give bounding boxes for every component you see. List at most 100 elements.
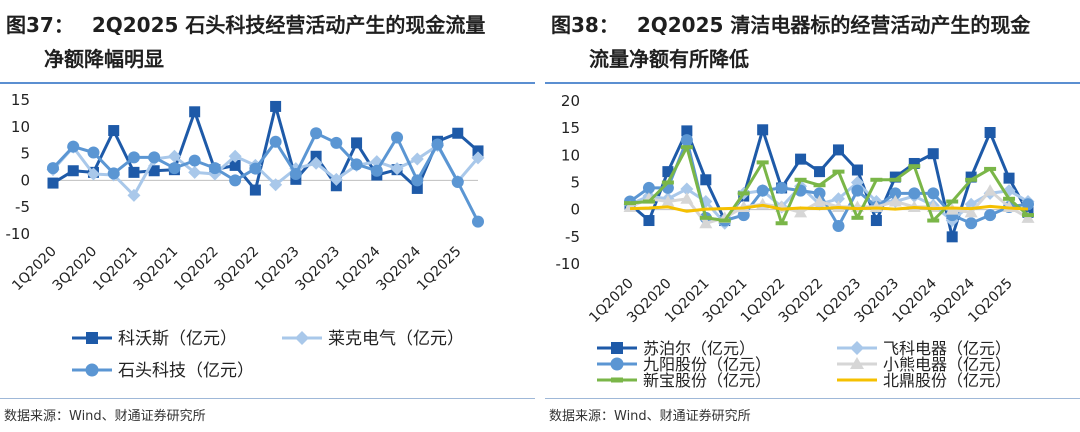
right-series-2-point	[756, 184, 769, 197]
right-series-4-point	[889, 177, 902, 182]
right-series-3-point	[699, 216, 713, 229]
right-series-2-point	[775, 181, 788, 194]
right-series-4-point	[908, 164, 921, 169]
left-line-chart: 151050-5-101Q20203Q20201Q20213Q20211Q202…	[6, 91, 485, 381]
right-series-0-point	[908, 157, 920, 169]
left-series-0-point	[229, 159, 241, 171]
right-series-0-point	[965, 171, 977, 183]
right-legend-label-3: 小熊电器（亿元）	[883, 355, 1011, 374]
left-series-1-point	[86, 167, 100, 181]
right-series-3-point	[964, 205, 978, 218]
right-series-4-point	[927, 218, 940, 223]
left-y-tick-label: 10	[11, 118, 30, 136]
left-series-2-point	[330, 136, 343, 149]
right-y-tick-label: -5	[565, 228, 580, 246]
right-series-4-point	[661, 180, 674, 185]
right-figure-number: 图38：	[551, 13, 619, 37]
left-legend-label-1: 莱克电气（亿元）	[328, 329, 464, 349]
right-figure: 图38： 2Q2025 清洁电器标的经营活动产生的现金 流量净额有所降低 20 15…	[545, 0, 1080, 432]
right-series-2-point	[889, 187, 902, 200]
right-series-line-5	[629, 203, 1029, 213]
left-series-2-point	[249, 162, 262, 175]
right-series-0-point	[832, 144, 844, 156]
right-series-0-point	[889, 171, 901, 183]
left-series-2-point	[107, 167, 120, 180]
right-legend-label-0: 苏泊尔（亿元）	[643, 339, 755, 358]
right-series-4-point	[680, 145, 693, 150]
left-series-1-point	[390, 162, 404, 176]
right-series-2-point	[1022, 198, 1034, 211]
right-series-3-point	[813, 195, 827, 207]
left-series-2-point	[370, 164, 383, 177]
right-legend-label-2: 九阳股份（亿元）	[643, 355, 771, 374]
right-series-0-point	[984, 127, 996, 139]
left-series-2-point	[391, 131, 404, 144]
right-title-line2: 流量净额有所降低	[589, 47, 749, 71]
right-series-2-point	[832, 219, 845, 232]
left-series-2-point	[229, 174, 242, 187]
left-series-0-point	[47, 177, 59, 189]
left-y-tick-label: 15	[11, 91, 30, 109]
right-title-line1: 图38： 2Q2025 清洁电器标的经营活动产生的现金	[551, 6, 1030, 44]
left-series-1-point	[471, 151, 485, 165]
right-series-2-point	[642, 181, 655, 194]
left-source-note: 数据来源：Wind、财通证券研究所	[4, 409, 206, 424]
right-y-tick-label: -10	[556, 255, 581, 273]
left-series-2-point	[188, 154, 201, 167]
left-series-2-point	[47, 162, 59, 175]
left-series-1-point	[410, 152, 424, 166]
left-y-tick-label: 0	[20, 171, 30, 189]
left-legend-label-0: 科沃斯（亿元）	[118, 329, 237, 349]
left-series-2-point	[269, 135, 282, 148]
left-series-line-0	[52, 104, 479, 192]
right-series-4-point	[870, 177, 883, 182]
right-y-tick-label: 10	[561, 146, 580, 164]
right-series-2-point	[965, 217, 978, 230]
left-y-tick-label: -5	[15, 198, 30, 216]
right-series-0-point	[795, 153, 807, 165]
left-series-0-point	[249, 184, 261, 196]
right-series-4-point	[756, 160, 769, 165]
left-figure: 图37： 2Q2025 石头科技经营活动产生的现金流量 净额降幅明显 15 10 5 0…	[0, 0, 535, 432]
left-x-tick-label: 1Q2025	[414, 244, 465, 295]
left-series-1-point	[309, 156, 323, 170]
left-y-tick-label: 5	[20, 145, 30, 163]
left-series-0-point	[67, 165, 79, 177]
left-bottom-divider	[0, 398, 535, 399]
left-series-1-point	[228, 149, 242, 163]
right-series-2-point	[851, 184, 864, 197]
left-y-tick-label: -10	[6, 225, 31, 243]
right-series-4-point	[737, 191, 750, 196]
right-series-4-point	[946, 199, 959, 204]
right-series-4-point	[1003, 196, 1016, 201]
left-series-0-point	[310, 150, 322, 162]
right-legend-label-5: 北鼎股份（亿元）	[883, 371, 1011, 390]
right-legend-marker-0	[611, 342, 623, 354]
left-title-line2: 净额降幅明显	[44, 47, 164, 71]
right-legend-marker-4	[611, 377, 623, 383]
right-series-2-point	[908, 187, 921, 200]
left-series-2-point	[472, 215, 484, 228]
left-series-1-point	[188, 165, 202, 179]
right-series-2-point	[680, 134, 693, 147]
right-y-tick-label: 5	[570, 174, 580, 192]
right-series-4-point	[642, 199, 655, 204]
right-series-4-point	[718, 218, 731, 223]
left-series-2-point	[310, 127, 323, 140]
left-series-2-point	[148, 151, 161, 164]
left-series-2-point	[289, 167, 302, 180]
right-series-4-point	[984, 166, 997, 171]
right-series-3-point	[888, 195, 902, 207]
right-series-0-point	[870, 215, 882, 227]
right-legend-marker-1	[850, 341, 864, 355]
right-series-2-point	[813, 187, 826, 200]
right-title-text: 2Q2025 清洁电器标的经营活动产生的现金	[636, 13, 1031, 37]
right-series-3-point	[983, 184, 997, 196]
right-series-4-point	[775, 221, 788, 226]
right-series-0-point	[700, 174, 712, 186]
right-legend-label-4: 新宝股份（亿元）	[643, 371, 771, 390]
right-series-4-point	[832, 169, 845, 174]
right-y-tick-label: 0	[570, 201, 580, 219]
right-source-note: 数据来源：Wind、财通证券研究所	[549, 409, 751, 424]
left-title-divider	[0, 82, 535, 84]
